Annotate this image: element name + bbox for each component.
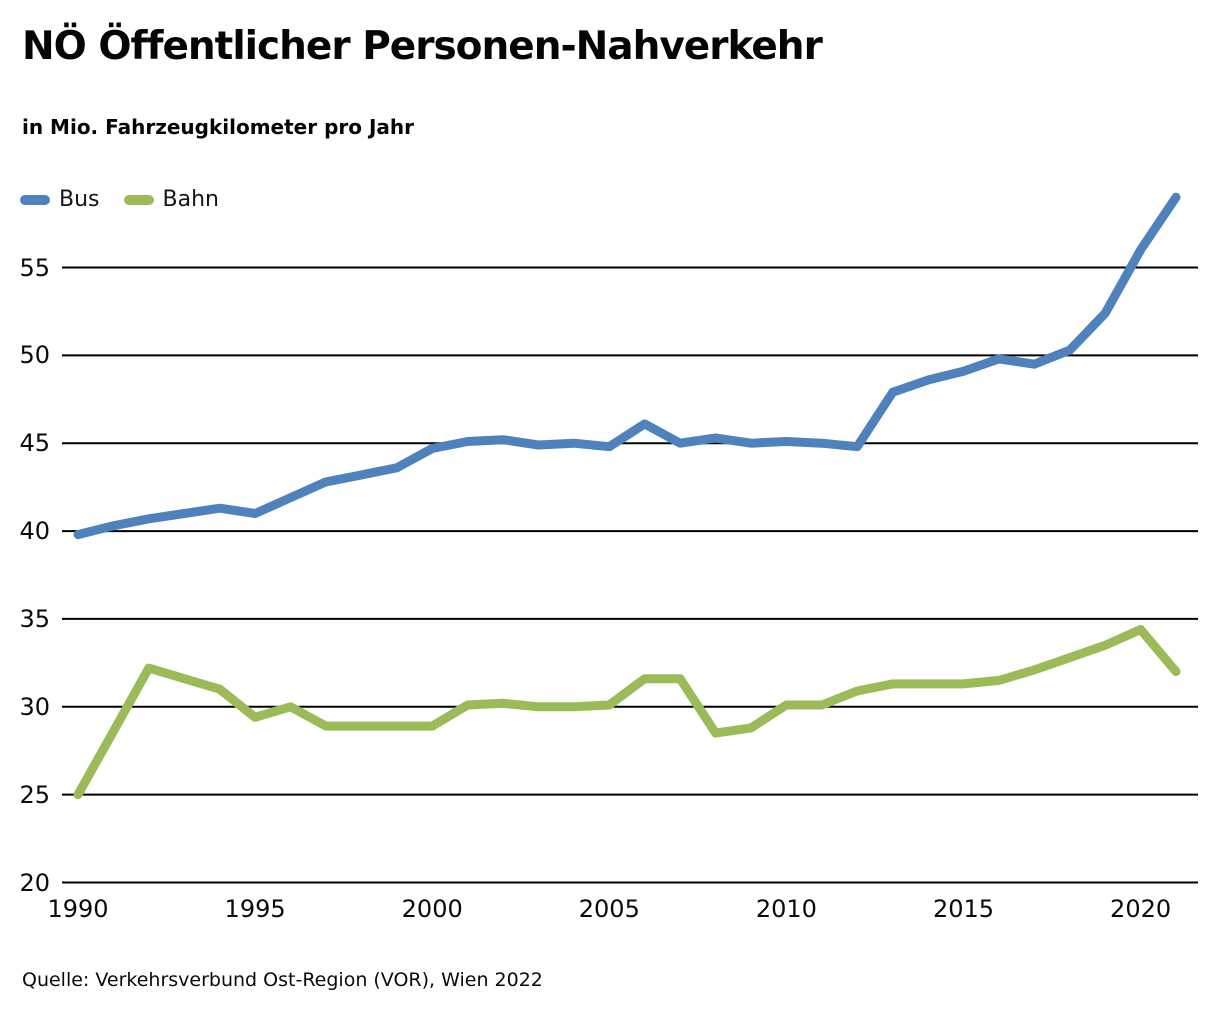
y-tick-label-35: 35	[19, 604, 50, 633]
x-tick-label-2010: 2010	[755, 895, 817, 923]
y-tick-label-55: 55	[19, 253, 50, 282]
x-tick-label-1995: 1995	[224, 895, 286, 923]
legend-label-bus: Bus	[59, 187, 100, 212]
bahn-line	[73, 625, 1181, 800]
x-tick-label-2015: 2015	[932, 895, 995, 923]
y-tick-label-30: 30	[19, 692, 50, 721]
legend-item-bahn: Bahn	[123, 187, 219, 212]
bus-line-swatch-icon	[20, 194, 50, 205]
bus-line	[73, 192, 1181, 540]
y-tick-label-25: 25	[19, 780, 50, 809]
x-tick-label-2000: 2000	[401, 895, 463, 923]
bahn-line-swatch-icon	[123, 194, 154, 205]
x-tick-label-2005: 2005	[578, 895, 640, 923]
chart-subtitle: in Mio. Fahrzeugkilometer pro Jahr	[22, 115, 414, 139]
legend: Bus Bahn	[20, 187, 219, 212]
legend-item-bus: Bus	[20, 187, 100, 212]
chart-title: NÖ Öffentlicher Personen-Nahverkehr	[22, 24, 823, 69]
y-tick-label-45: 45	[19, 429, 50, 458]
legend-label-bahn: Bahn	[162, 187, 219, 212]
y-tick-label-20: 20	[19, 868, 50, 897]
y-tick-label-40: 40	[19, 517, 50, 546]
x-tick-label-1990: 1990	[47, 895, 109, 923]
source-note: Quelle: Verkehrsverbund Ost-Region (VOR)…	[22, 969, 543, 991]
x-tick-label-2020: 2020	[1110, 895, 1172, 923]
y-tick-label-50: 50	[19, 341, 50, 370]
